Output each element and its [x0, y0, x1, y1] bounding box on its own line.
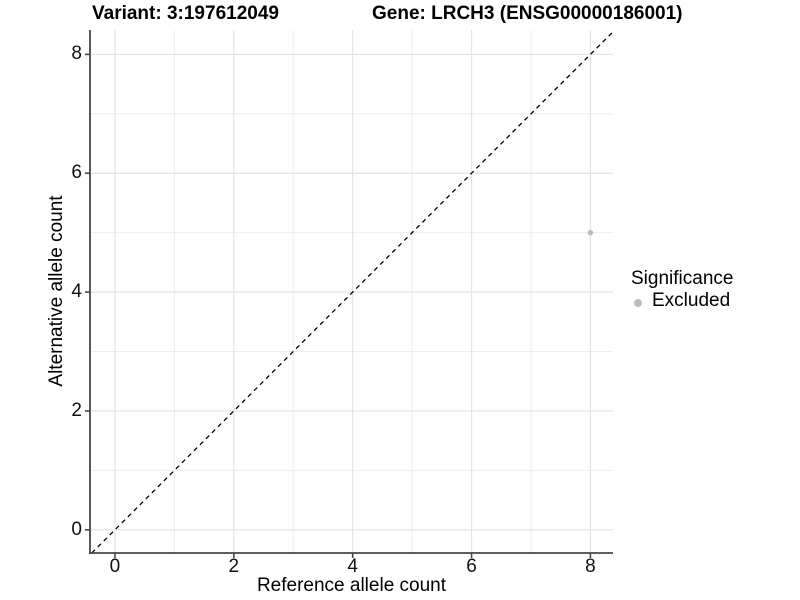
identity-line [91, 31, 614, 554]
data-point [587, 229, 594, 236]
x-tick-label: 2 [228, 556, 240, 577]
x-tick-label: 0 [109, 556, 121, 577]
legend-excluded-label: Excluded [652, 290, 731, 311]
legend-excluded-key-dot [634, 299, 642, 307]
x-tick-label: 8 [585, 556, 596, 577]
variant-title: Variant: 3:197612049 [92, 3, 279, 24]
gene-title: Gene: LRCH3 (ENSG00000186001) [372, 3, 683, 24]
y-tick-label: 8 [71, 43, 82, 65]
legend-title: Significance [631, 268, 734, 289]
x-tick-label: 6 [466, 556, 477, 577]
y-tick-label: 2 [71, 399, 82, 421]
y-tick-label: 6 [71, 162, 82, 184]
y-tick-label: 4 [71, 281, 82, 303]
x-tick-label: 4 [347, 556, 358, 577]
y-tick-label: 0 [71, 518, 82, 540]
x-axis-title: Reference allele count [256, 575, 447, 596]
